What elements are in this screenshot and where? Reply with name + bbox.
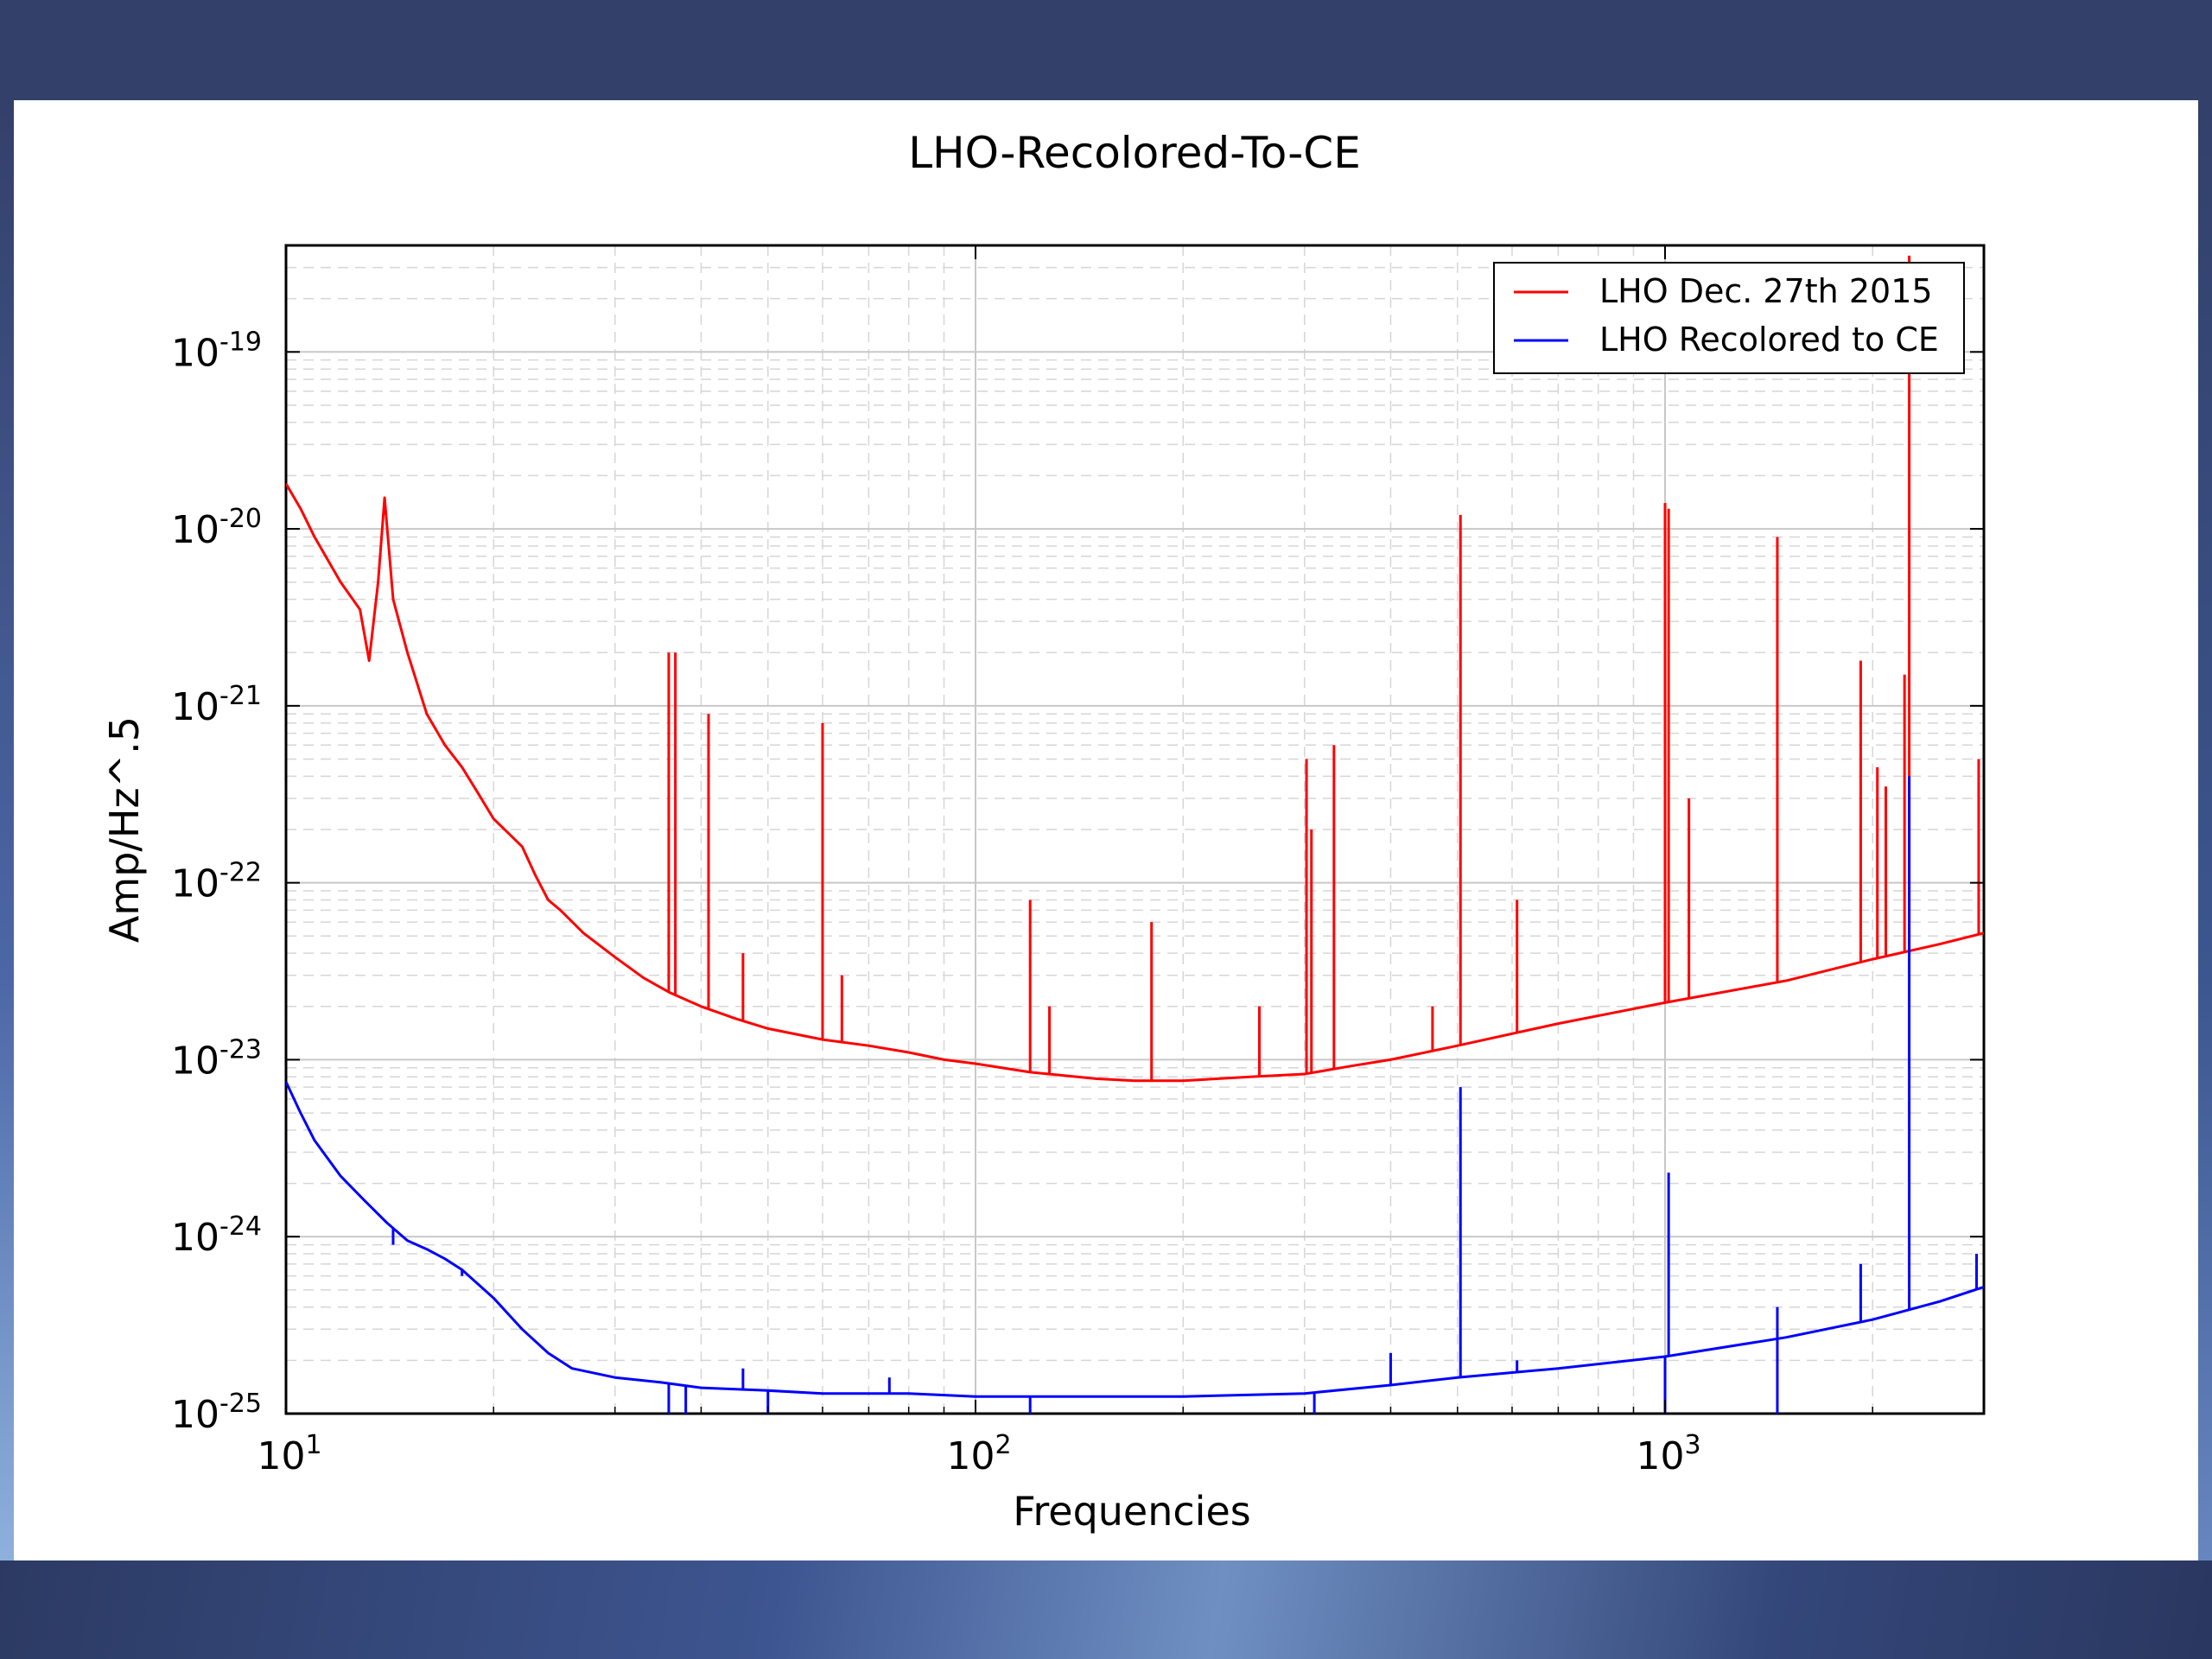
slide-right-edge — [2198, 100, 2212, 1560]
y-axis-ticks: 10-25 10-24 10-23 10-22 10-21 10-20 10-19 — [171, 327, 1984, 1437]
y-tick-label: 10-19 — [171, 327, 262, 375]
slide-footer-band — [0, 1560, 2212, 1659]
legend-label-blue-series: LHO Recolored to CE — [1599, 321, 1939, 359]
x-tick-label: 103 — [1636, 1430, 1700, 1478]
series-line-0 — [286, 483, 1984, 1083]
series-layer — [286, 255, 1984, 1414]
x-tick-label: 102 — [946, 1430, 1011, 1478]
y-axis-label: Amp/Hz^.5 — [101, 716, 148, 943]
y-tick-label: 10-23 — [171, 1034, 262, 1083]
slide-left-edge — [0, 100, 14, 1560]
x-tick-label: 101 — [257, 1430, 321, 1478]
y-tick-label: 10-21 — [171, 681, 262, 729]
chart-legend: LHO Dec. 27th 2015 LHO Recolored to CE — [1493, 262, 1965, 374]
legend-label-red-series: LHO Dec. 27th 2015 — [1599, 272, 1933, 310]
y-tick-label: 10-24 — [171, 1211, 262, 1260]
slide-header-band — [0, 0, 2212, 100]
x-axis-ticks: 101 102 103 — [257, 245, 1873, 1478]
series-line-1 — [286, 1081, 1984, 1398]
chart-grid — [285, 245, 1984, 1414]
x-axis-label: Frequencies — [1013, 1488, 1250, 1535]
legend-box — [1493, 262, 1965, 374]
y-tick-label: 10-25 — [171, 1389, 262, 1437]
plot-area-border — [284, 244, 1986, 1415]
y-tick-label: 10-22 — [171, 858, 262, 906]
y-tick-label: 10-20 — [171, 504, 262, 552]
chart-title: LHO-Recolored-To-CE — [908, 128, 1361, 178]
